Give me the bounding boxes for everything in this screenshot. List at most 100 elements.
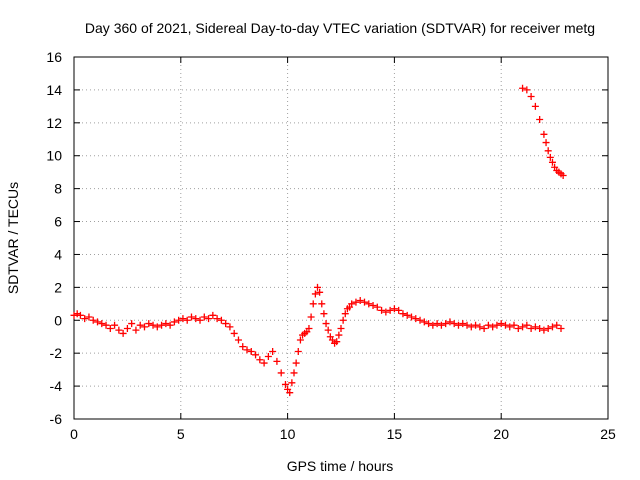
data-point [523,321,531,329]
data-point [544,325,552,332]
data-point [81,315,89,323]
data-point [352,298,360,306]
data-point [480,325,488,332]
data-point [557,325,565,332]
data-point [510,321,518,329]
data-point [540,130,548,138]
data-point [531,102,539,110]
data-point [277,369,285,377]
x-tick-label: 10 [280,426,296,442]
data-point [320,310,328,318]
data-point [162,320,170,328]
y-tick-label: 0 [54,312,62,328]
data-point [382,308,390,316]
data-point [527,92,535,100]
data-point [166,321,174,329]
data-point [501,321,509,329]
data-point [536,325,544,332]
x-tick-label: 15 [387,426,403,442]
data-point [403,311,411,319]
data-point [493,321,501,329]
data-point [314,283,322,291]
data-point [316,288,324,296]
x-tick-label: 20 [493,426,509,442]
data-point [523,86,531,94]
data-point [544,147,552,155]
data-point [106,325,114,332]
data-point [89,316,97,324]
data-point [281,380,289,388]
data-point [546,153,554,161]
x-tick-label: 25 [600,426,616,442]
data-point [531,323,539,331]
data-point [123,325,131,332]
data-point [192,315,200,323]
y-tick-label: -6 [50,411,63,427]
data-point [360,298,368,306]
data-point [119,329,127,337]
y-tick-label: 10 [46,148,62,164]
y-tick-label: 4 [54,246,62,262]
data-point [196,316,204,324]
data-point [429,321,437,329]
data-point [356,297,364,305]
data-point [399,310,407,318]
data-point [98,320,106,328]
data-point [378,306,386,314]
data-point [296,336,304,344]
x-axis-label: GPS time / hours [287,458,394,474]
data-point [542,139,550,147]
data-point [514,325,522,332]
data-point [454,321,462,329]
data-point [506,323,514,331]
data-point [335,331,343,339]
data-point [472,321,480,329]
data-point [102,321,110,329]
data-point [70,311,78,319]
grid-lines [74,57,608,419]
data-point [390,305,398,313]
data-point [183,316,191,324]
data-point [395,306,403,314]
data-point [548,323,556,331]
data-point [318,300,326,308]
y-tick-label: -4 [50,378,63,394]
data-point [324,326,332,334]
data-point [292,359,300,367]
data-point [170,318,178,326]
data-point [307,313,315,321]
y-tick-label: -2 [50,345,63,361]
data-point [115,326,123,334]
data-point [322,320,330,328]
y-tick-label: 14 [46,82,62,98]
data-point [548,158,556,166]
data-point [442,320,450,328]
data-point [463,321,471,329]
data-point [497,320,505,328]
data-point [93,318,101,326]
data-point [425,320,433,328]
data-point [420,318,428,326]
data-point [373,303,381,311]
data-point [536,116,544,124]
data-point [288,379,296,387]
x-tick-label: 5 [177,426,185,442]
data-point [559,171,567,179]
data-point [252,351,260,359]
data-point [339,316,347,324]
data-point [341,310,349,318]
data-point [294,348,302,356]
data-point [286,389,294,397]
x-tick-label: 0 [70,426,78,442]
data-point [111,321,119,329]
data-point [234,336,242,344]
data-point [527,325,535,332]
data-point [222,320,230,328]
data-point [158,321,166,329]
y-tick-label: 8 [54,181,62,197]
data-point [209,311,217,319]
data-point [309,300,317,308]
data-point [489,323,497,331]
data-point [416,316,424,324]
